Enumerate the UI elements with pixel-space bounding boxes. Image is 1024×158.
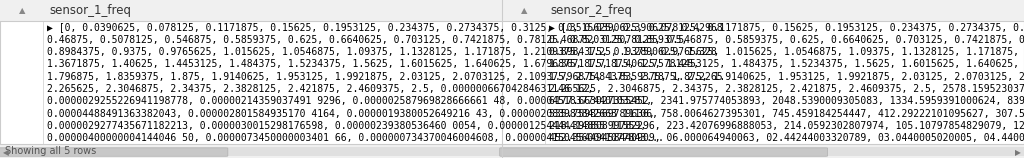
Text: sensor_1_freq: sensor_1_freq xyxy=(49,4,131,17)
Text: 2.265625, 2.3046875, 2.34375, 2.3828125, 2.421875, 2.4609375, 2.5, 2578.15952303: 2.265625, 2.3046875, 2.34375, 2.3828125,… xyxy=(549,84,1024,94)
Text: ◀: ◀ xyxy=(3,148,9,157)
Text: 535.7598569789636, 758.0064627395301, 745.459184254447, 412.29222101095627, 307.: 535.7598569789636, 758.0064627395301, 74… xyxy=(549,109,1024,119)
Text: 1.3671875, 1.40625, 1.4453125, 1.484375, 1.5234375, 1.5625, 1.6015625, 1.640625,: 1.3671875, 1.40625, 1.4453125, 1.484375,… xyxy=(47,59,699,69)
Text: ▶ [0, 0.0390625, 0.078125, 0.1171875, 0.15625, 0.1953125, 0.234375, 0.2734375, 0: ▶ [0, 0.0390625, 0.078125, 0.1171875, 0.… xyxy=(47,22,723,32)
FancyBboxPatch shape xyxy=(0,148,227,156)
Text: 1.3671875, 1.40625, 1.4453125, 1.484375, 1.5234375, 1.5625, 1.6015625, 1.640625,: 1.3671875, 1.40625, 1.4453125, 1.484375,… xyxy=(549,59,1024,69)
Text: 0.00000400000004144046 50, 0.0000073450000003401 66, 0.000000734370046004608, 0.: 0.00000400000004144046 50, 0.00000734500… xyxy=(47,133,664,143)
Text: 0.0000029277435671182213, 0.0000030015298176598, 0.00000239380536460 0054, 0.000: 0.0000029277435671182213, 0.000003001529… xyxy=(47,121,646,131)
Text: 1.796875, 1.8359375, 1.875, 1.9140625, 1.953125, 1.9921875, 2.03125, 2.0703125, : 1.796875, 1.8359375, 1.875, 1.9140625, 1… xyxy=(549,72,1024,82)
Text: ▶: ▶ xyxy=(1015,148,1021,157)
Text: 0.46875, 0.5078125, 0.546875, 0.5859375, 0.625, 0.6640625, 0.703125, 0.7421875, : 0.46875, 0.5078125, 0.546875, 0.5859375,… xyxy=(47,35,687,45)
Bar xyxy=(502,147,1024,156)
Text: 218.39380899782296, 223.42076996888053, 214.0592302807974, 105.10797854829079, 1: 218.39380899782296, 223.42076996888053, … xyxy=(549,121,1024,131)
Text: 452.35449458440909, 06.000064940063, 02.44244003320789, 03.0440005020005, 04.440: 452.35449458440909, 06.000064940063, 02.… xyxy=(549,133,1024,143)
Text: sensor_2_freq: sensor_2_freq xyxy=(551,4,633,17)
Bar xyxy=(0,147,502,156)
Text: ▶ [0, 0.0390625, 0.078125, 0.1171875, 0.15625, 0.1953125, 0.234375, 0.2734375, 0: ▶ [0, 0.0390625, 0.078125, 0.1171875, 0.… xyxy=(549,22,1024,32)
Text: ▲: ▲ xyxy=(19,6,26,15)
Text: 1.796875, 1.8359375, 1.875, 1.9140625, 1.953125, 1.9921875, 2.03125, 2.0703125, : 1.796875, 1.8359375, 1.875, 1.9140625, 1… xyxy=(47,72,723,82)
Bar xyxy=(0,0,1024,21)
Text: Showing all 5 rows: Showing all 5 rows xyxy=(5,146,96,156)
Text: ▲: ▲ xyxy=(521,6,527,15)
Text: 2.265625, 2.3046875, 2.34375, 2.3828125, 2.421875, 2.4609375, 2.5, 0.00000066704: 2.265625, 2.3046875, 2.34375, 2.3828125,… xyxy=(47,84,594,94)
Text: 0.8984375, 0.9375, 0.9765625, 1.015625, 1.0546875, 1.09375, 1.1328125, 1.171875,: 0.8984375, 0.9375, 0.9765625, 1.015625, … xyxy=(47,47,717,57)
Text: 6177.663027355452, 2341.975774053893, 2048.5390009305083, 1334.5959391000624, 83: 6177.663027355452, 2341.975774053893, 20… xyxy=(549,96,1024,106)
Bar xyxy=(0,144,1024,158)
Text: 0.46875, 0.5078125, 0.546875, 0.5859375, 0.625, 0.6640625, 0.703125, 0.7421875, : 0.46875, 0.5078125, 0.546875, 0.5859375,… xyxy=(549,35,1024,45)
FancyBboxPatch shape xyxy=(500,148,827,156)
Text: 0.00004488491363382043, 0.000002801584935170 4164, 0.0000019380052649216 43, 0.0: 0.00004488491363382043, 0.00000280158493… xyxy=(47,109,658,119)
Text: 0.8984375, 0.9375, 0.9765625, 1.015625, 1.0546875, 1.09375, 1.1328125, 1.171875,: 0.8984375, 0.9375, 0.9765625, 1.015625, … xyxy=(549,47,1024,57)
Text: 0.0000029255226941198778, 0.00000214359037491 9296, 0.000002587969828666661 48, : 0.0000029255226941198778, 0.000002143590… xyxy=(47,96,652,106)
